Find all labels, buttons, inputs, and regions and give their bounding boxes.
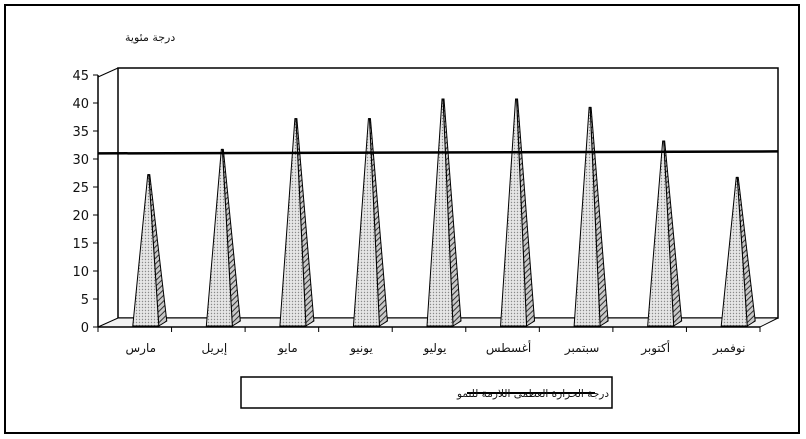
bar-front-face: [573, 106, 601, 327]
bar: [573, 106, 609, 327]
y-axis-label: درجة مئوية: [125, 31, 175, 44]
bar: [647, 140, 683, 327]
x-tick-label: مايو: [277, 341, 298, 356]
bar: [720, 176, 756, 327]
y-tick-label: 35: [72, 125, 89, 140]
legend-label: درجة الحرارة العظمى اللازمة للنمو: [456, 388, 609, 400]
bar-front-face: [426, 98, 454, 327]
bar-front-face: [279, 118, 307, 327]
x-tick-label: إبريل: [201, 341, 227, 356]
x-tick-label: أغسطس: [486, 340, 531, 356]
y-tick-label: 25: [72, 181, 89, 196]
bar-front-face: [647, 140, 675, 327]
y-tick-label: 40: [72, 97, 89, 112]
x-tick-label: أكتوبر: [640, 340, 670, 356]
bar: [205, 148, 241, 327]
x-tick-label: يونيو: [349, 341, 373, 356]
y-tick-label: 45: [72, 69, 89, 84]
x-tick-label: مارس: [126, 341, 157, 356]
legend: درجة الحرارة العظمى اللازمة للنمو: [240, 376, 613, 409]
bar-front-face: [500, 98, 528, 327]
bar-series: [132, 98, 756, 327]
bar-front-face: [205, 148, 233, 327]
plot-side-wall-edge: [97, 67, 119, 78]
x-tick-label: نوفمبر: [712, 341, 745, 356]
y-tick-label: 0: [81, 321, 89, 336]
bar: [132, 174, 168, 327]
bar: [279, 118, 315, 327]
y-tick-label: 5: [81, 293, 89, 308]
y-tick-label: 20: [72, 209, 89, 224]
y-tick-label: 10: [72, 265, 89, 280]
x-tick-label: يوليو: [422, 341, 446, 356]
bar: [352, 118, 388, 327]
bar-front-face: [132, 174, 160, 327]
x-tick-label: سبتمبر: [564, 341, 599, 356]
bar: [426, 98, 462, 327]
bar: [500, 98, 536, 327]
y-tick-label: 15: [72, 237, 89, 252]
reference-line: [97, 150, 779, 155]
bar-front-face: [352, 118, 380, 327]
y-tick-label: 30: [72, 153, 89, 168]
bar-front-face: [720, 176, 748, 327]
y-axis: 0 5 10 15 20 25 30 35 40 45: [72, 69, 99, 336]
x-axis: مارس إبريل مايو يونيو يوليو أغسطس سبتمبر أكتوبر…: [97, 326, 761, 356]
